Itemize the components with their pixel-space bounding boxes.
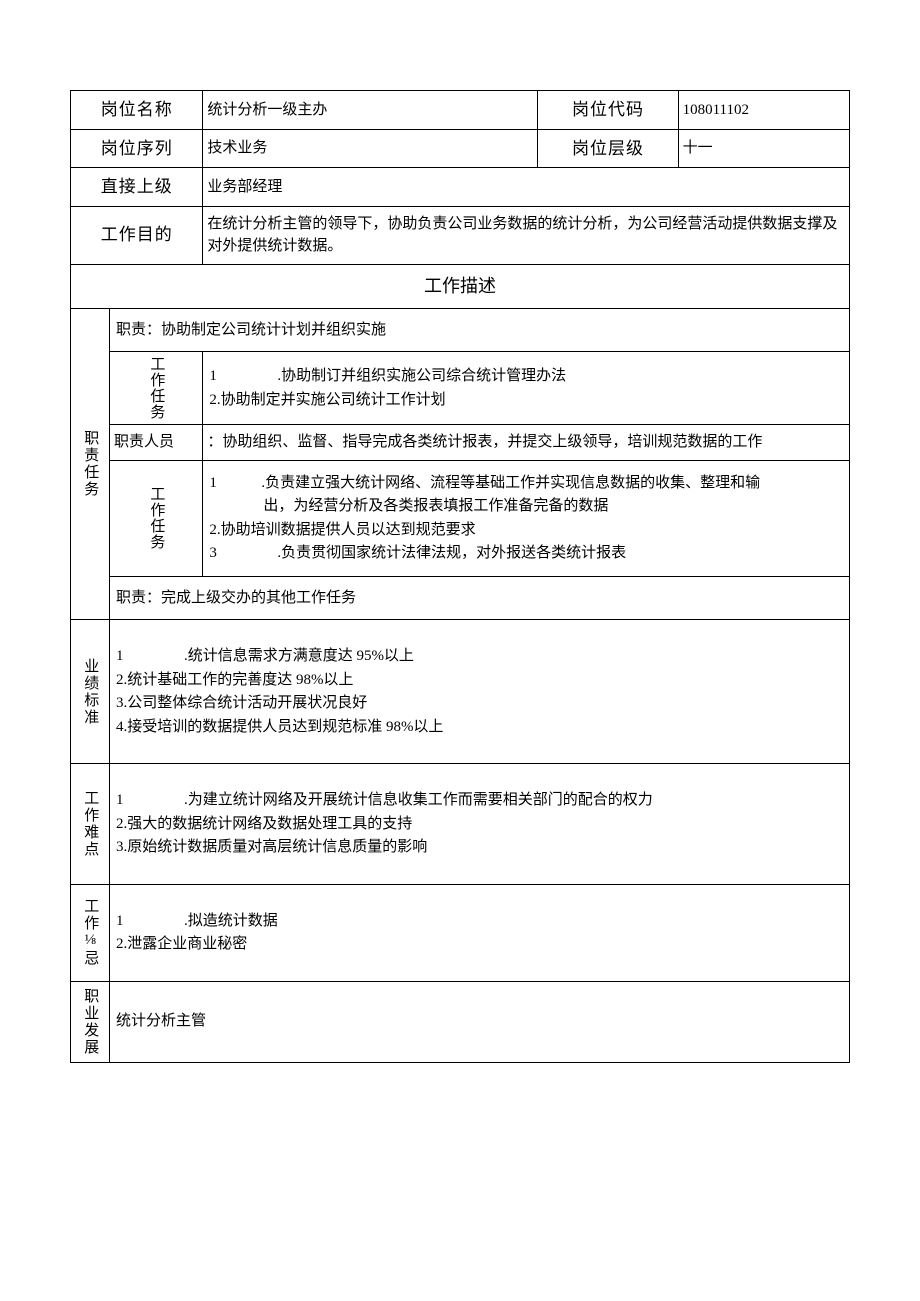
career-value: 统计分析主管	[109, 981, 849, 1062]
performance-items: 1.统计信息需求方满意度达 95%以上 2.统计基础工作的完善度达 98%以上 …	[109, 620, 849, 764]
work-goal-label: 工作目的	[71, 206, 203, 264]
duties-side-label: 职责任务	[71, 308, 110, 620]
duty2-person-label: 职责人员	[109, 425, 202, 461]
position-name-value: 统计分析一级主办	[203, 91, 538, 130]
position-code-label: 岗位代码	[538, 91, 678, 130]
duty2-task-label: 工作任务	[109, 460, 202, 576]
duty1-task-label: 工作任务	[109, 352, 202, 425]
taboo-side-label: 工作⅛忌	[71, 884, 110, 981]
direct-superior-label: 直接上级	[71, 168, 203, 207]
position-level-value: 十一	[678, 129, 849, 168]
position-code-value: 108011102	[678, 91, 849, 130]
direct-superior-value: 业务部经理	[203, 168, 850, 207]
taboo-items: 1.拟造统计数据 2.泄露企业商业秘密	[109, 884, 849, 981]
career-side-label: 职业发展	[71, 981, 110, 1062]
duty2-person-text: ：协助组织、监督、指导完成各类统计报表，并提交上级领导，培训规范数据的工作	[203, 425, 850, 461]
difficulty-items: 1.为建立统计网络及开展统计信息收集工作而需要相关部门的配合的权力 2.强大的数…	[109, 764, 849, 885]
section-title: 工作描述	[71, 264, 850, 308]
performance-side-label: 业绩标准	[71, 620, 110, 764]
position-level-label: 岗位层级	[538, 129, 678, 168]
duty1-title: 职责：协助制定公司统计计划并组织实施	[109, 308, 849, 352]
duty1-task-items: 1.协助制订并组织实施公司综合统计管理办法 2.协助制定并实施公司统计工作计划	[203, 352, 850, 425]
duty3-title: 职责：完成上级交办的其他工作任务	[109, 576, 849, 620]
difficulty-side-label: 工作难点	[71, 764, 110, 885]
work-goal-value: 在统计分析主管的领导下，协助负责公司业务数据的统计分析，为公司经营活动提供数据支…	[203, 206, 850, 264]
job-description-table: 岗位名称 统计分析一级主办 岗位代码 108011102 岗位序列 技术业务 岗…	[70, 90, 850, 1063]
position-series-value: 技术业务	[203, 129, 538, 168]
duty2-task-items: 1.负责建立强大统计网络、流程等基础工作并实现信息数据的收集、整理和输 出，为经…	[203, 460, 850, 576]
position-name-label: 岗位名称	[71, 91, 203, 130]
position-series-label: 岗位序列	[71, 129, 203, 168]
